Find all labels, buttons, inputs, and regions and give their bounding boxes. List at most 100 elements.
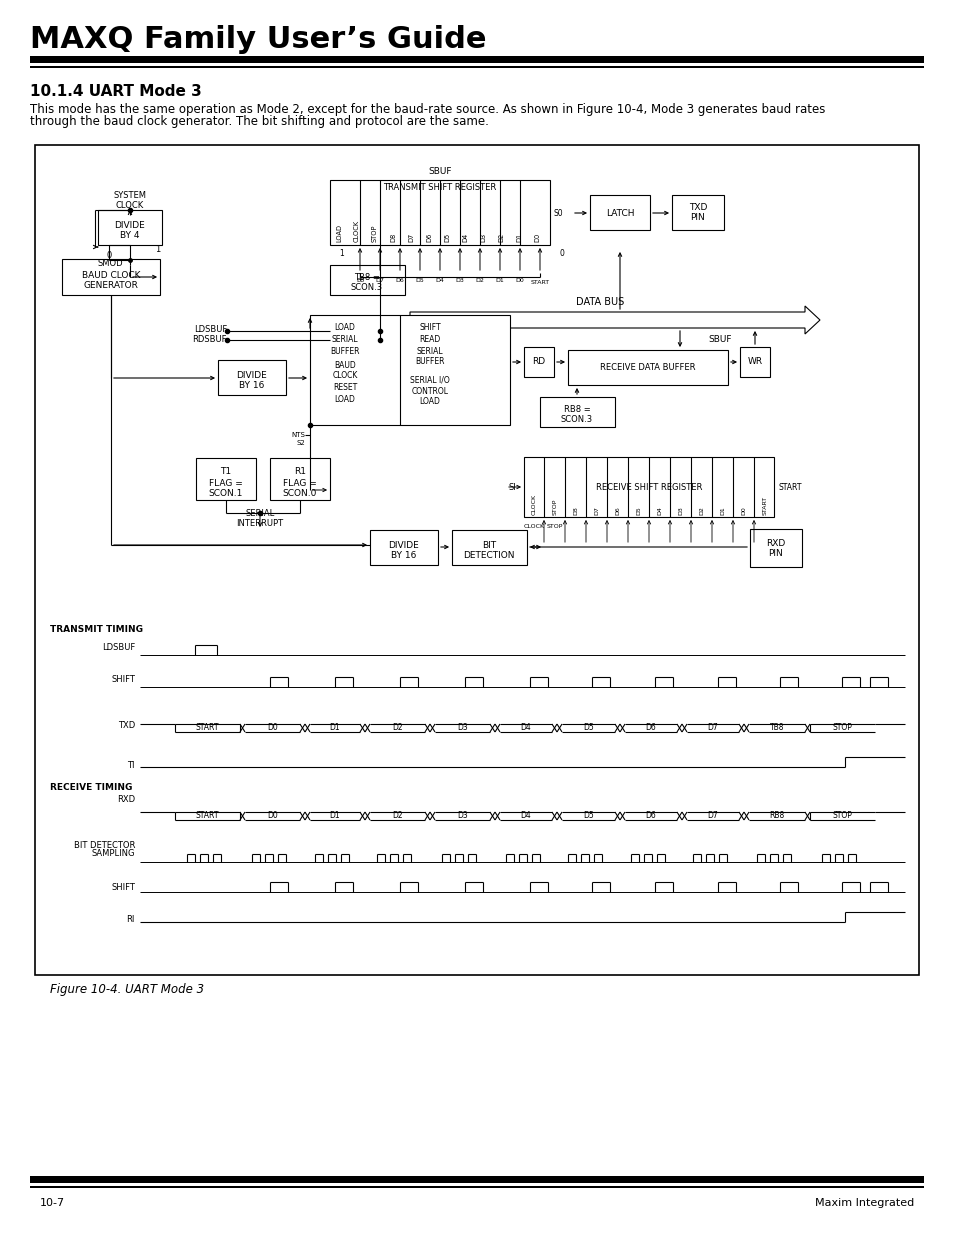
Text: SERIAL: SERIAL <box>416 347 443 356</box>
Text: 1: 1 <box>339 248 344 258</box>
Text: DIVIDE: DIVIDE <box>114 221 145 230</box>
Text: 1: 1 <box>155 246 160 254</box>
Text: TRANSMIT TIMING: TRANSMIT TIMING <box>50 625 143 634</box>
Text: RXD: RXD <box>117 795 135 804</box>
Text: INTERRUPT: INTERRUPT <box>236 519 283 527</box>
Text: SHIFT: SHIFT <box>418 324 440 332</box>
Text: BAUD: BAUD <box>334 361 355 369</box>
Text: BY 16: BY 16 <box>391 551 416 559</box>
Text: STOP: STOP <box>372 225 377 242</box>
Text: BUFFER: BUFFER <box>415 357 444 367</box>
Bar <box>310 315 510 425</box>
Text: D8: D8 <box>573 506 578 515</box>
Text: RXD: RXD <box>765 538 785 547</box>
Text: RB8: RB8 <box>768 811 783 820</box>
Text: RECEIVE TIMING: RECEIVE TIMING <box>50 783 132 792</box>
Text: D7: D7 <box>707 811 718 820</box>
Text: RB8 =: RB8 = <box>563 405 590 415</box>
Text: D3: D3 <box>479 233 485 242</box>
Text: D5: D5 <box>443 232 450 242</box>
Text: LOAD: LOAD <box>419 398 440 406</box>
Text: DATA BUS: DATA BUS <box>576 296 623 308</box>
Text: D7: D7 <box>707 724 718 732</box>
Text: LOAD: LOAD <box>335 224 341 242</box>
Text: NTS: NTS <box>291 432 305 438</box>
Text: SI: SI <box>508 483 516 492</box>
Text: DETECTION: DETECTION <box>463 551 515 559</box>
Bar <box>30 1176 923 1183</box>
Text: STOP: STOP <box>832 724 852 732</box>
Text: GENERATOR: GENERATOR <box>84 280 138 289</box>
Text: B8: B8 <box>355 278 364 283</box>
Text: SHIFT: SHIFT <box>111 883 135 892</box>
Text: SBUF: SBUF <box>707 336 731 345</box>
Text: SCON.1: SCON.1 <box>209 489 243 499</box>
Bar <box>218 359 286 395</box>
Text: D6: D6 <box>645 811 656 820</box>
Text: D3: D3 <box>456 724 467 732</box>
Text: RD: RD <box>532 357 545 367</box>
Text: SYSTEM: SYSTEM <box>113 190 147 200</box>
Text: CONTROL: CONTROL <box>411 387 448 395</box>
Bar <box>589 195 649 230</box>
Text: BAUD CLOCK: BAUD CLOCK <box>82 270 140 279</box>
Text: 0: 0 <box>559 248 564 258</box>
Text: SAMPLING: SAMPLING <box>91 848 135 857</box>
Text: through the baud clock generator. The bit shifting and protocol are the same.: through the baud clock generator. The bi… <box>30 116 488 128</box>
Text: D0: D0 <box>267 724 277 732</box>
Text: D7: D7 <box>594 506 598 515</box>
Text: RECEIVE DATA BUFFER: RECEIVE DATA BUFFER <box>599 363 695 373</box>
Text: FLAG =: FLAG = <box>209 478 243 488</box>
Text: READ: READ <box>419 336 440 345</box>
Text: D6: D6 <box>395 278 404 283</box>
Bar <box>195 458 255 500</box>
Text: START: START <box>195 811 219 820</box>
Bar <box>523 347 554 377</box>
Bar <box>330 266 405 295</box>
Text: TI: TI <box>128 761 135 769</box>
Text: LOAD: LOAD <box>335 394 355 404</box>
Text: D1: D1 <box>496 278 504 283</box>
Text: TXD: TXD <box>688 203 706 211</box>
Text: D2: D2 <box>392 811 402 820</box>
Bar <box>62 259 160 295</box>
Text: D5: D5 <box>416 278 424 283</box>
Text: D1: D1 <box>330 724 340 732</box>
Text: D4: D4 <box>520 811 531 820</box>
Text: S0: S0 <box>553 209 562 217</box>
Bar <box>370 530 437 564</box>
Text: CLOCK: CLOCK <box>115 200 144 210</box>
Text: D2: D2 <box>699 506 703 515</box>
Text: D0: D0 <box>515 278 524 283</box>
Text: STOP: STOP <box>552 499 557 515</box>
Text: D4: D4 <box>520 724 531 732</box>
Text: BY 4: BY 4 <box>120 231 139 240</box>
Text: D0: D0 <box>534 232 539 242</box>
Text: STOP: STOP <box>546 525 562 530</box>
Text: RI: RI <box>127 915 135 925</box>
Bar <box>30 56 923 63</box>
Bar <box>270 458 330 500</box>
Text: D4: D4 <box>657 506 661 515</box>
Text: This mode has the same operation as Mode 2, except for the baud-rate source. As : This mode has the same operation as Mode… <box>30 103 824 116</box>
Text: D7: D7 <box>375 278 384 283</box>
Text: SHIFT: SHIFT <box>111 676 135 684</box>
Text: D0: D0 <box>267 811 277 820</box>
Text: D2: D2 <box>475 278 484 283</box>
Bar <box>30 65 923 68</box>
Text: SBUF: SBUF <box>428 168 452 177</box>
Text: 10.1.4 UART Mode 3: 10.1.4 UART Mode 3 <box>30 84 201 100</box>
Text: TXD: TXD <box>117 720 135 730</box>
Text: BIT: BIT <box>481 541 496 550</box>
Text: 10-7: 10-7 <box>40 1198 65 1208</box>
Polygon shape <box>410 306 820 333</box>
Text: D6: D6 <box>426 232 432 242</box>
Bar <box>749 529 801 567</box>
Text: D3: D3 <box>456 811 467 820</box>
Bar <box>30 1186 923 1188</box>
Bar <box>330 180 550 245</box>
Text: Figure 10-4. UART Mode 3: Figure 10-4. UART Mode 3 <box>50 983 204 997</box>
Text: R1: R1 <box>294 468 306 477</box>
Text: START: START <box>195 724 219 732</box>
Text: D5: D5 <box>636 506 640 515</box>
